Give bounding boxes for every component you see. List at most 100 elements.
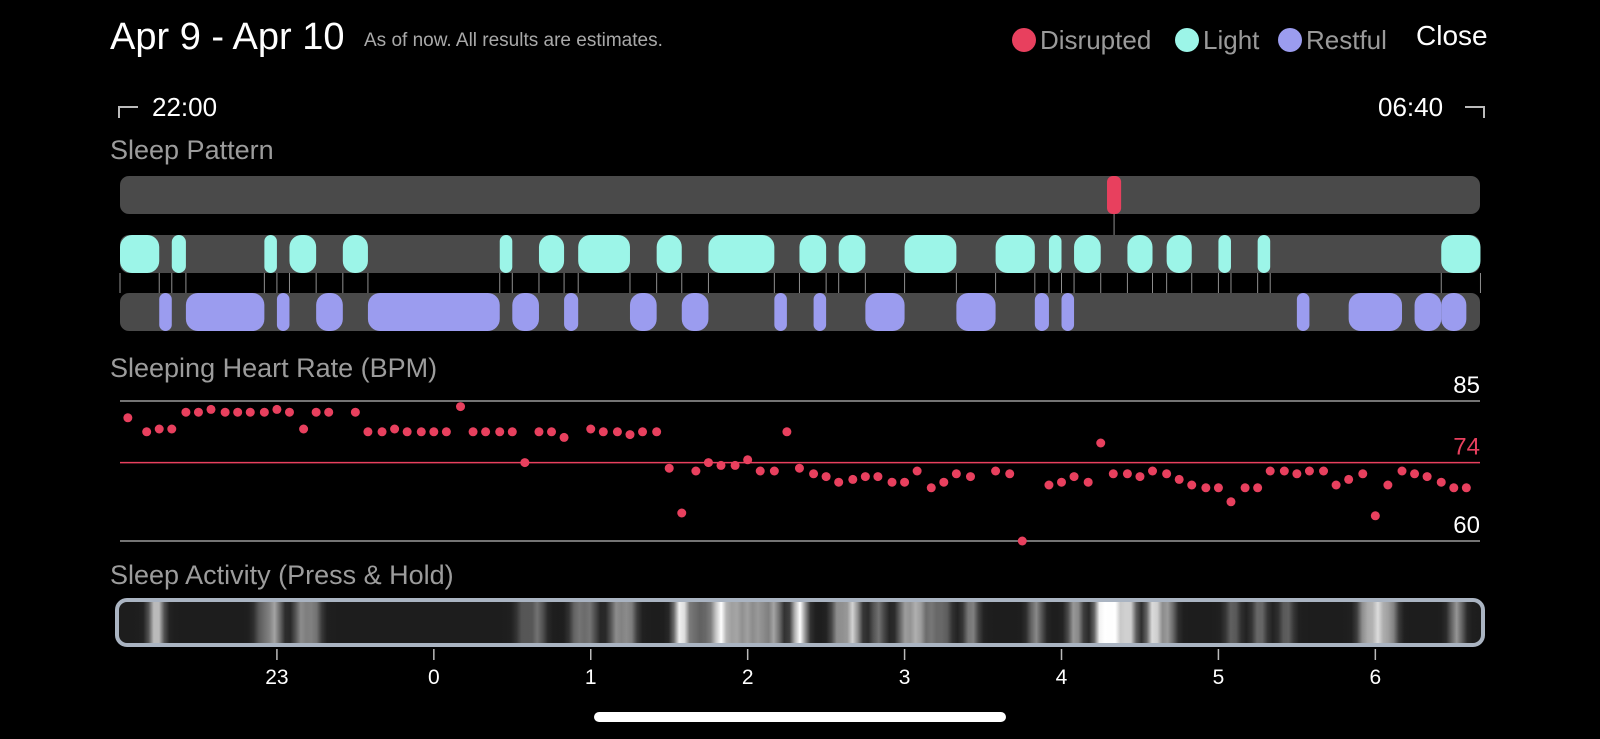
heart-rate-point — [390, 424, 400, 434]
legend-restful: Restful — [1278, 22, 1387, 58]
heart-rate-point — [1108, 469, 1118, 479]
heart-rate-point — [1358, 469, 1368, 479]
heart-rate-point — [848, 474, 858, 484]
heart-rate-point — [377, 427, 387, 437]
disrupted-segment — [1107, 176, 1122, 214]
min-bpm-label: 60 — [1453, 512, 1480, 539]
light-segment — [656, 235, 682, 273]
heart-rate-point — [598, 427, 608, 437]
heart-rate-point — [586, 424, 596, 434]
heart-rate-point — [206, 404, 216, 414]
light-segment — [120, 235, 160, 273]
heart-rate-point — [167, 424, 177, 434]
restful-segment — [512, 293, 539, 331]
heart-rate-point — [1017, 536, 1027, 546]
heart-rate-point — [559, 432, 569, 442]
heart-rate-point — [1213, 483, 1223, 493]
heart-rate-point — [926, 483, 936, 493]
restful-segment — [276, 293, 290, 331]
heart-rate-point — [416, 427, 426, 437]
home-indicator[interactable] — [594, 712, 1006, 722]
heart-rate-point — [755, 466, 765, 476]
heart-rate-point — [625, 430, 635, 440]
heart-rate-point — [821, 472, 831, 482]
sleep-pattern-heading: Sleep Pattern — [110, 135, 274, 165]
restful-segment — [367, 293, 500, 331]
disrupted-dot-icon — [1012, 28, 1036, 52]
heart-rate-point — [873, 472, 883, 482]
activity-tick-label: 0 — [428, 666, 440, 689]
heart-rate-point — [324, 407, 334, 417]
activity-tick-label: 4 — [1056, 666, 1068, 689]
heart-rate-point — [965, 472, 975, 482]
heart-rate-point — [1187, 480, 1197, 490]
restful-segment — [681, 293, 709, 331]
heart-rate-point — [677, 508, 687, 518]
light-segment — [995, 235, 1035, 273]
activity-tick-label: 23 — [265, 666, 288, 689]
restful-segment — [1296, 293, 1310, 331]
heart-rate-point — [1292, 469, 1302, 479]
heart-rate-point — [1383, 480, 1393, 490]
max-bpm-label: 85 — [1453, 372, 1480, 399]
disrupted-track — [120, 176, 1480, 214]
heart-rate-point — [456, 402, 466, 412]
start-bracket-icon — [118, 106, 138, 118]
restful-segment — [1348, 293, 1403, 331]
restful-segment — [1061, 293, 1075, 331]
activity-tick-label: 6 — [1369, 666, 1381, 689]
heart-rate-point — [730, 460, 740, 470]
heart-rate-point — [703, 458, 713, 468]
restful-segment — [316, 293, 343, 331]
heart-rate-point — [887, 477, 897, 487]
heart-rate-point — [1279, 466, 1289, 476]
heart-rate-point — [220, 407, 230, 417]
heart-rate-point — [154, 424, 164, 434]
heart-rate-point — [638, 427, 648, 437]
light-segment — [499, 235, 513, 273]
heart-rate-point — [468, 427, 478, 437]
end-bracket-icon — [1465, 106, 1485, 118]
restful-segment — [564, 293, 579, 331]
avg-bpm-label: 74 — [1453, 434, 1480, 461]
heart-rate-point — [534, 427, 544, 437]
close-button[interactable]: Close — [1416, 20, 1488, 51]
heart-rate-point — [912, 466, 922, 476]
heart-rate-point — [1331, 480, 1341, 490]
light-segment — [904, 235, 957, 273]
heart-rate-point — [900, 477, 910, 487]
restful-segment — [1034, 293, 1049, 331]
restful-dot-icon — [1278, 28, 1302, 52]
page-title: Apr 9 - Apr 10 — [110, 16, 345, 58]
light-segment — [838, 235, 866, 273]
light-segment — [171, 235, 186, 273]
heart-rate-point — [1461, 483, 1471, 493]
heart-rate-point — [520, 458, 530, 468]
heart-rate-point — [652, 427, 662, 437]
activity-tick-label: 3 — [899, 666, 911, 689]
light-segment — [799, 235, 827, 273]
heart-rate-point — [181, 407, 191, 417]
heart-rate-point — [350, 407, 360, 417]
heart-rate-point — [429, 427, 439, 437]
heart-rate-point — [664, 463, 674, 473]
heart-rate-point — [743, 455, 753, 465]
heart-rate-point — [284, 407, 294, 417]
heart-rate-point — [1265, 466, 1275, 476]
heart-rate-point — [1122, 469, 1132, 479]
heart-rate-point — [233, 407, 243, 417]
restful-segment — [813, 293, 827, 331]
heart-rate-point — [142, 427, 152, 437]
light-segment — [264, 235, 277, 273]
activity-bar — [115, 598, 1485, 647]
restful-segment — [956, 293, 996, 331]
heart-rate-point — [1135, 472, 1145, 482]
heart-rate-point — [1044, 480, 1054, 490]
restful-segment — [1414, 293, 1442, 331]
heart-rate-point — [299, 424, 309, 434]
heart-rate-point — [1083, 477, 1093, 487]
light-segment — [1166, 235, 1192, 273]
heart-rate-point — [1449, 483, 1459, 493]
heart-rate-point — [1201, 483, 1211, 493]
heart-rate-point — [547, 427, 557, 437]
